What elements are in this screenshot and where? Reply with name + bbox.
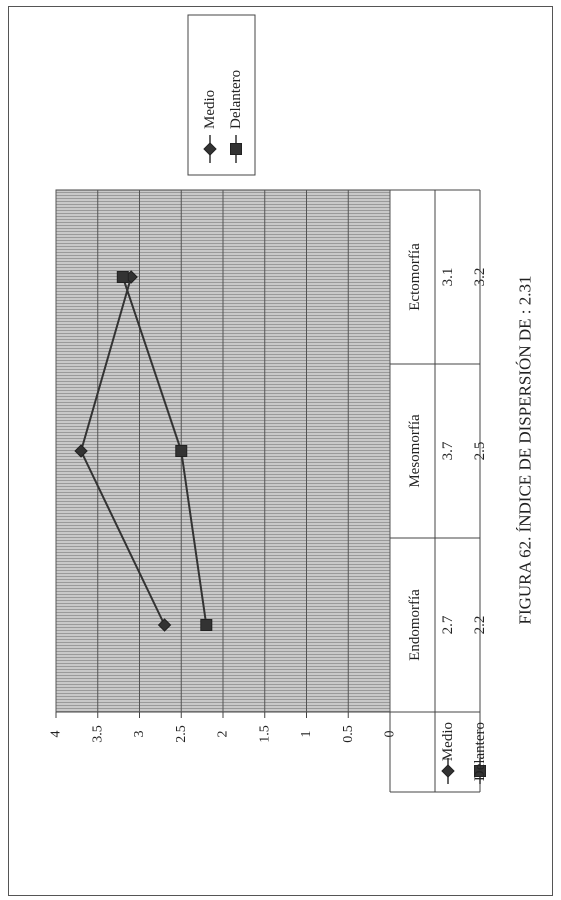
value-tick-label: 2: [216, 731, 231, 738]
value-tick-label: 2.5: [174, 725, 189, 743]
figure-caption: FIGURA 62. ÍNDICE DE DISPERSIÓN DE : 2.3…: [516, 276, 535, 625]
value-tick-label: 3: [132, 731, 147, 738]
value-tick-label: 1: [299, 731, 314, 738]
legend-label: Delantero: [228, 70, 244, 129]
data-value-label: 3.2: [472, 268, 488, 287]
data-point: [116, 271, 129, 283]
legend-key-marker: [474, 765, 486, 777]
legend-marker: [230, 143, 242, 155]
value-tick-label: 0.5: [341, 725, 356, 743]
data-value-label: 3.1: [440, 268, 456, 287]
value-tick-label: 4: [49, 731, 64, 738]
category-label: Ectomorfía: [407, 243, 423, 311]
category-label: Endomorfía: [407, 589, 423, 661]
legend-marker: [203, 142, 217, 156]
table-series-label: Medio: [440, 722, 456, 761]
data-point: [175, 445, 188, 457]
category-label: Mesomorfía: [407, 414, 423, 488]
data-value-label: 3.7: [440, 441, 456, 460]
figure-frame: [8, 6, 553, 896]
table-series-label: Delantero: [472, 722, 488, 781]
legend-key-marker: [441, 764, 455, 778]
data-value-label: 2.7: [440, 615, 456, 634]
data-point: [74, 444, 88, 458]
data-point: [157, 618, 172, 632]
value-tick-label: 1.5: [257, 725, 272, 743]
data-value-label: 2.2: [472, 616, 488, 635]
legend-box: [187, 14, 256, 176]
legend-label: Medio: [202, 90, 218, 129]
value-tick-label: 3.5: [90, 725, 105, 743]
data-value-label: 2.5: [472, 442, 488, 461]
data-point: [200, 619, 213, 631]
